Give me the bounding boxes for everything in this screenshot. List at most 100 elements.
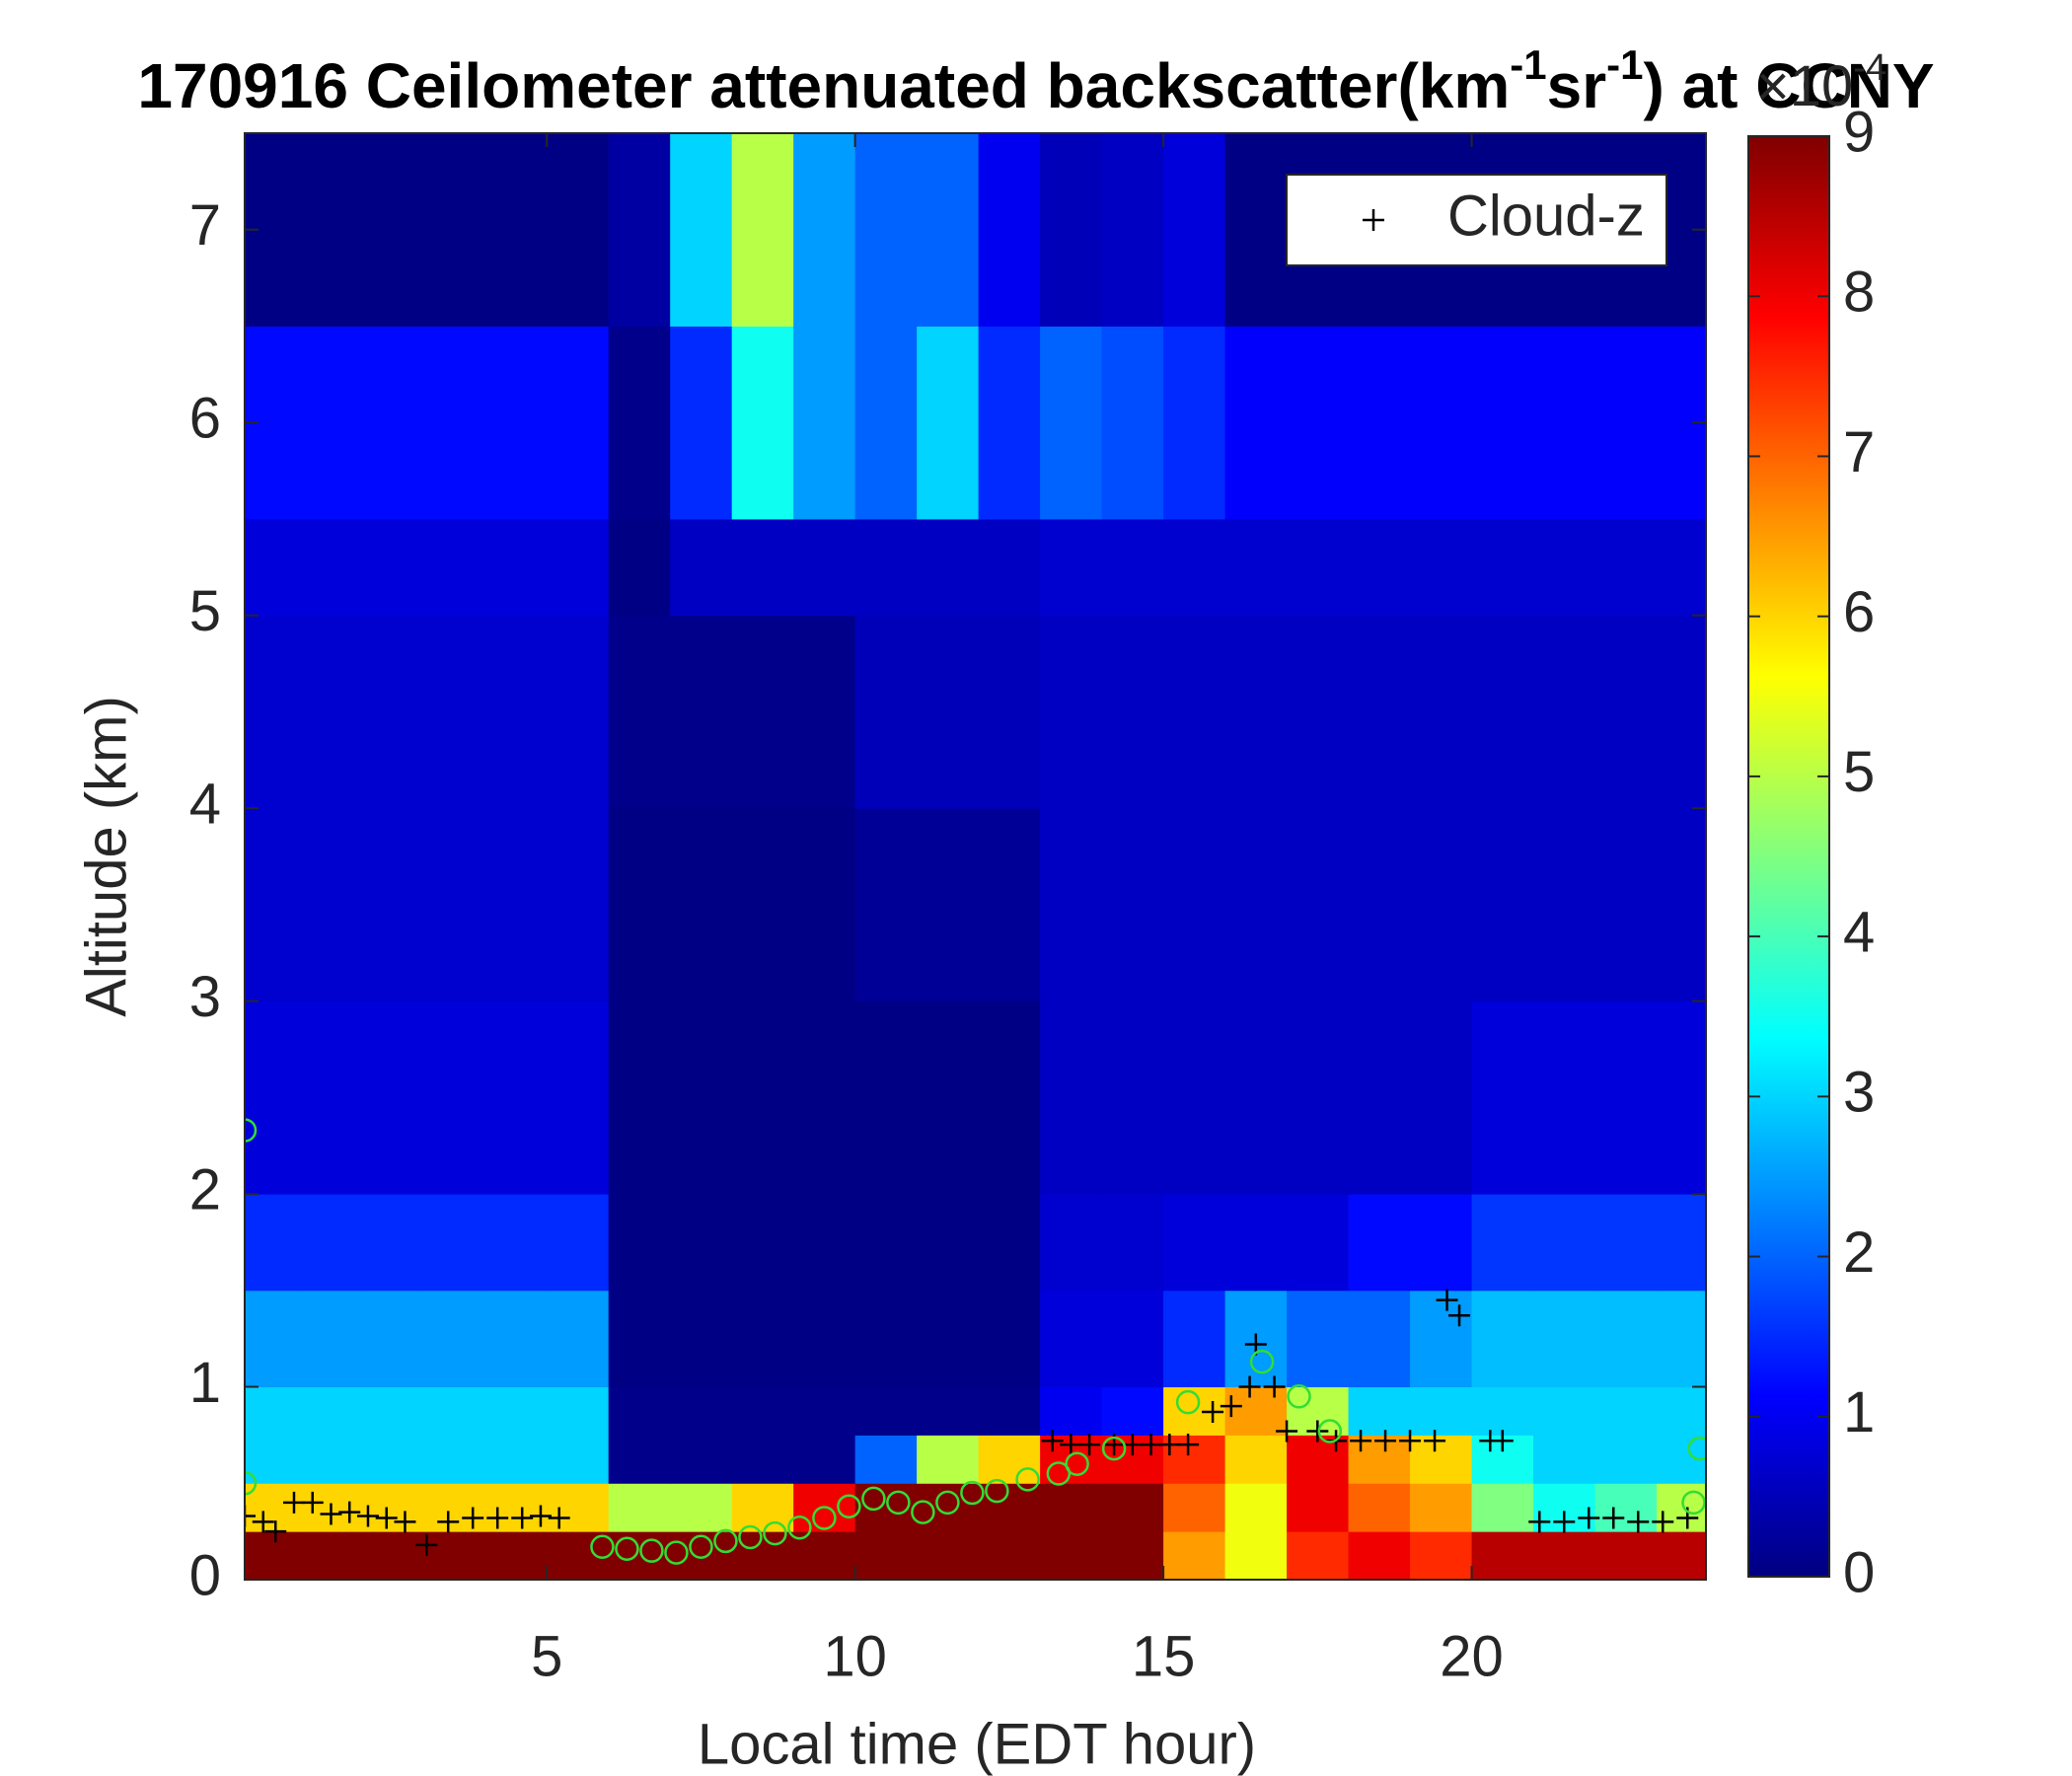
heatmap-cell <box>547 1000 610 1195</box>
heatmap-cell <box>731 1290 794 1388</box>
heatmap-cell <box>1533 1531 1596 1580</box>
heatmap-cell <box>245 1531 301 1580</box>
pbl-marker <box>787 1515 812 1540</box>
y-tick-label: 7 <box>189 193 221 258</box>
heatmap-cell <box>1348 1435 1411 1484</box>
heatmap-cell <box>1224 615 1288 809</box>
heatmap-cell <box>608 326 671 520</box>
heatmap-cell <box>1287 808 1350 1002</box>
heatmap-cell <box>1657 1531 1706 1580</box>
heatmap-cell <box>1594 1435 1658 1484</box>
heatmap-cell <box>1594 808 1658 1002</box>
x-tick-label: 10 <box>823 1624 887 1688</box>
pbl-marker <box>738 1524 763 1550</box>
heatmap-cell <box>361 1531 424 1580</box>
pbl-marker <box>1681 1490 1706 1516</box>
heatmap-cell <box>1471 1483 1534 1532</box>
cloud-marker <box>375 1507 398 1529</box>
heatmap-cell <box>547 1386 610 1436</box>
cloud-marker <box>1528 1511 1551 1533</box>
heatmap-cell <box>1101 615 1164 809</box>
heatmap-cell <box>793 1386 856 1436</box>
heatmap-cell <box>1224 1483 1288 1532</box>
heatmap-cell <box>978 615 1041 809</box>
heatmap-cell <box>978 518 1041 617</box>
y-axis-label: Altitude (km) <box>74 696 138 1017</box>
pbl-marker <box>1287 1384 1311 1409</box>
cloud-marker <box>1060 1434 1082 1456</box>
heatmap-cell <box>1101 1531 1164 1580</box>
heatmap-cell <box>731 133 794 327</box>
heatmap-cell <box>1657 808 1706 1002</box>
heatmap-cell <box>547 615 610 809</box>
heatmap-cell <box>1224 133 1288 327</box>
heatmap-cell <box>1594 1290 1658 1388</box>
heatmap-cell <box>917 808 980 1002</box>
heatmap-cell <box>1594 518 1658 617</box>
heatmap-cell <box>793 1000 856 1195</box>
title-superscript: -1 <box>1510 41 1546 88</box>
heatmap-cell <box>1471 808 1534 1002</box>
cloud-marker <box>1652 1511 1674 1533</box>
heatmap-cell <box>1101 1194 1164 1292</box>
heatmap-cell <box>731 1483 794 1532</box>
cloud-marker <box>1436 1289 1458 1311</box>
heatmap-cell <box>484 1290 548 1388</box>
heatmap-cell <box>1163 1000 1226 1195</box>
pbl-marker <box>861 1486 886 1512</box>
heatmap-cell <box>1471 1000 1534 1195</box>
heatmap-cell <box>361 1194 424 1292</box>
heatmap-cell <box>1348 518 1411 617</box>
colorbar-tick-label: 5 <box>1843 740 1875 804</box>
heatmap-cell <box>423 1194 486 1292</box>
heatmap-cell <box>917 518 980 617</box>
cloud-marker <box>511 1507 534 1529</box>
heatmap-cell <box>793 808 856 1002</box>
heatmap-cell <box>917 326 980 520</box>
heatmap-cell <box>1224 1435 1288 1484</box>
cloud-marker <box>394 1511 416 1533</box>
pbl-marker <box>763 1520 787 1546</box>
heatmap-cell <box>547 1531 610 1580</box>
heatmap-cell <box>1224 1531 1288 1580</box>
heatmap-cell <box>484 1483 548 1532</box>
heatmap-cell <box>484 1194 548 1292</box>
cloud-marker <box>1448 1304 1471 1327</box>
cloud-marker <box>548 1507 570 1529</box>
heatmap-cell <box>1533 808 1596 1002</box>
colorbar <box>1747 135 1830 1578</box>
cloud-marker <box>1220 1395 1242 1418</box>
y-tick-label: 5 <box>189 579 221 643</box>
heatmap-cell <box>1533 518 1596 617</box>
cloud-marker <box>1276 1420 1298 1443</box>
cloud-marker <box>1238 1375 1261 1398</box>
heatmap-cell <box>917 1194 980 1292</box>
title-superscript: -1 <box>1606 41 1643 88</box>
heatmap-cell <box>917 1386 980 1436</box>
cloud-marker <box>1041 1430 1064 1452</box>
heatmap-cell <box>978 326 1041 520</box>
heatmap-cell <box>731 1000 794 1195</box>
heatmap-cell <box>1410 1531 1473 1580</box>
cloud-marker <box>1553 1511 1576 1533</box>
heatmap-cell <box>1101 133 1164 327</box>
heatmap-cell <box>361 1290 424 1388</box>
heatmap-cell <box>547 1194 610 1292</box>
heatmap-cell <box>300 326 363 520</box>
cloud-marker <box>1350 1430 1372 1452</box>
x-axis-label: Local time (EDT hour) <box>698 1712 1256 1776</box>
heatmap-cell <box>854 808 918 1002</box>
pbl-marker <box>1101 1436 1127 1461</box>
heatmap-cell <box>1101 518 1164 617</box>
pbl-marker <box>639 1538 664 1563</box>
colorbar-tick-label: 6 <box>1843 580 1875 644</box>
title-text: sr <box>1547 50 1607 121</box>
heatmap-cell <box>917 615 980 809</box>
pbl-marker <box>664 1540 689 1565</box>
heatmap-cell <box>793 1194 856 1292</box>
heatmap-cell <box>361 1483 424 1532</box>
heatmap-cell <box>361 518 424 617</box>
heatmap-cell <box>1657 1194 1706 1292</box>
heatmap-cell <box>484 326 548 520</box>
heatmap-cell <box>1040 1290 1103 1388</box>
